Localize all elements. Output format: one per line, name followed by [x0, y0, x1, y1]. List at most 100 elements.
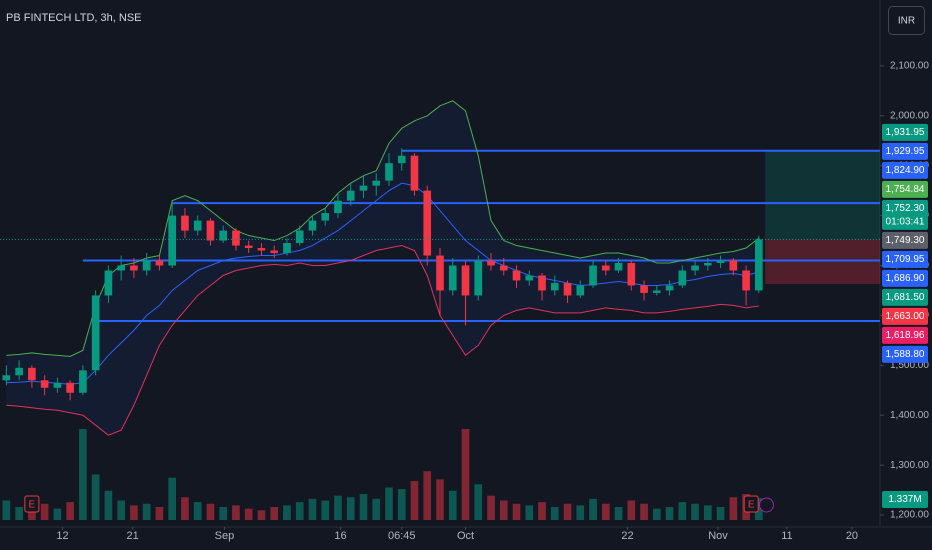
- candle-body: [538, 275, 546, 291]
- volume-bar: [652, 508, 661, 520]
- volume-bar: [257, 510, 266, 520]
- price-label: 1,618.96: [886, 330, 925, 341]
- candle-body: [155, 260, 164, 266]
- volume-bar: [168, 477, 176, 520]
- price-label: 1,588.80: [886, 349, 925, 360]
- price-label-bg: [882, 250, 928, 268]
- price-label: 1,686.90: [886, 273, 925, 284]
- price-label-bg: [882, 307, 928, 325]
- currency-button[interactable]: [888, 6, 925, 35]
- dividend-icon: [758, 497, 774, 513]
- price-label: 1,824.90: [886, 165, 925, 176]
- y-tick-label: 2,000.00: [890, 110, 929, 121]
- x-tick-label: 20: [846, 530, 858, 542]
- candle-body: [372, 180, 381, 186]
- candle-body: [410, 155, 419, 191]
- candle-body: [512, 270, 521, 281]
- volume-bar: [538, 502, 546, 520]
- volume-bar: [155, 507, 164, 520]
- volume-label: 1.337M: [888, 494, 921, 505]
- x-tick-label: 16: [334, 530, 346, 542]
- candle-body: [423, 190, 432, 256]
- price-label-bg: [882, 326, 928, 344]
- volume-bar: [499, 500, 508, 520]
- volume-bar: [436, 479, 444, 520]
- candle-body: [461, 265, 470, 296]
- price-label: 1,929.95: [886, 146, 925, 157]
- volume-bar: [206, 503, 215, 520]
- volume-bar: [15, 507, 23, 520]
- candle-body: [142, 260, 151, 271]
- candle-body: [244, 245, 253, 249]
- candle-body: [614, 263, 623, 271]
- band-line: [6, 100, 760, 357]
- x-tick-label: 06:45: [388, 530, 416, 542]
- volume-bar: [448, 490, 457, 520]
- candle-body: [550, 282, 559, 291]
- volume-bar: [334, 495, 342, 520]
- candle-body: [729, 260, 738, 271]
- volume-bar: [729, 497, 738, 520]
- volume-bar: [130, 505, 138, 520]
- candle-body: [385, 163, 393, 181]
- price-label-bg: [882, 161, 928, 179]
- price-label-bg: [882, 123, 928, 141]
- volume-bar: [614, 507, 623, 520]
- volume-bar: [295, 502, 304, 520]
- price-label: 1,663.00: [886, 311, 925, 322]
- candle-body: [716, 260, 725, 264]
- position-loss: [765, 239, 880, 284]
- x-tick-label: Sep: [215, 530, 235, 542]
- x-tick-label: 22: [621, 530, 633, 542]
- candle-body: [28, 367, 36, 381]
- volume-bar: [181, 497, 189, 520]
- price-label-bg: [882, 180, 928, 198]
- price-label-bg: [882, 288, 928, 306]
- candle-body: [321, 213, 330, 221]
- y-tick-label: 1,500.00: [890, 360, 929, 371]
- event-icon: [24, 495, 40, 513]
- candle-body: [283, 243, 291, 254]
- candle-body: [308, 220, 317, 231]
- volume-bar: [321, 500, 330, 520]
- volume-bar: [142, 503, 151, 520]
- candle-body: [334, 200, 342, 214]
- volume-bar: [28, 505, 36, 520]
- currency-label[interactable]: INR: [898, 16, 915, 27]
- volume-bar: [589, 498, 597, 520]
- volume-bar: [270, 507, 279, 520]
- price-label: 1,754.84: [886, 184, 925, 195]
- candle-body: [130, 265, 138, 271]
- position-profit: [765, 150, 880, 240]
- event-label: E: [748, 500, 755, 511]
- volume-bar: [576, 505, 585, 520]
- volume-bar: [104, 490, 113, 520]
- candle-body: [576, 285, 585, 296]
- price-label-bg: [882, 199, 928, 230]
- volume-bar: [627, 500, 636, 520]
- x-tick-label: Nov: [708, 530, 728, 542]
- candle-body: [563, 282, 572, 296]
- price-label: 1,681.50: [886, 292, 925, 303]
- volume-bar: [461, 429, 470, 520]
- y-tick-label: 2,100.00: [890, 61, 929, 72]
- candle-body: [397, 155, 406, 164]
- candle-body: [601, 265, 610, 271]
- candle-body: [66, 382, 74, 393]
- volume-bar: [512, 503, 521, 520]
- event-icon: [743, 495, 759, 513]
- candle-body: [755, 239, 763, 291]
- volume-bar: [397, 489, 406, 520]
- volume-bar: [550, 507, 559, 520]
- volume-bar: [487, 495, 495, 520]
- candle-body: [79, 370, 87, 393]
- candle-body: [436, 255, 444, 291]
- volume-bar: [385, 487, 393, 520]
- price-label-bg: [882, 345, 928, 363]
- price-label: 1,931.95: [886, 127, 925, 138]
- volume-bar: [117, 500, 125, 520]
- volume-bar: [678, 502, 687, 520]
- candle-body: [2, 375, 11, 381]
- y-tick-label: 1,300.00: [890, 460, 929, 471]
- candle-body: [193, 220, 202, 231]
